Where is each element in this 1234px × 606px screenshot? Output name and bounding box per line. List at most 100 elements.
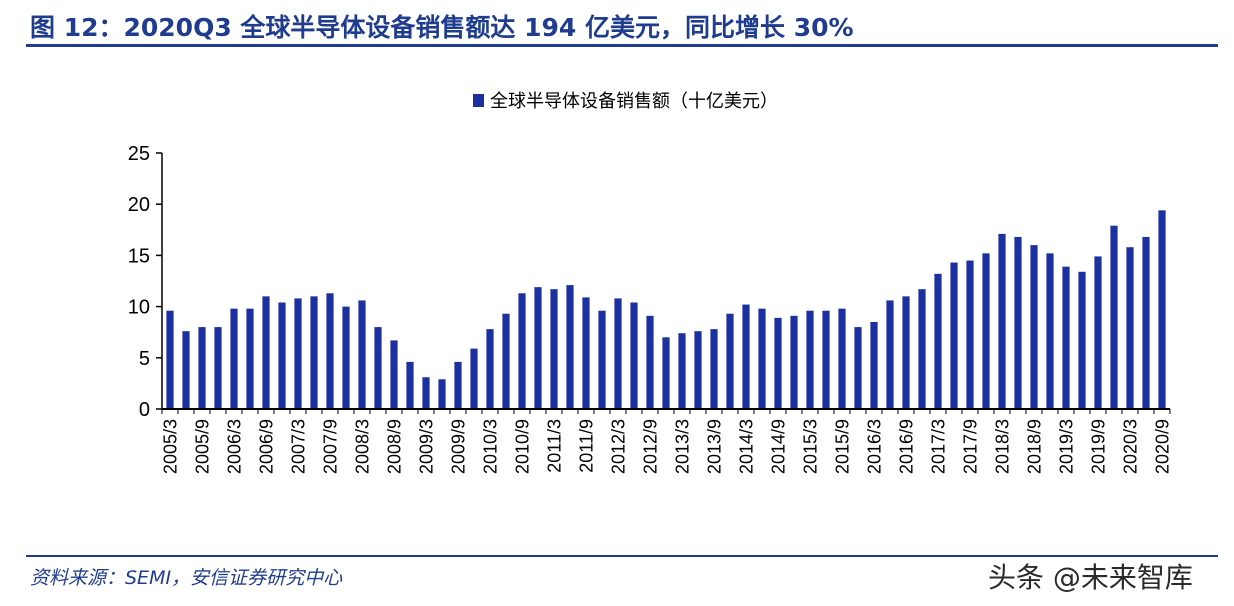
bar [870, 321, 878, 409]
x-tick-label: 2020/9 [1152, 419, 1172, 474]
x-tick-label: 2020/3 [1120, 419, 1140, 474]
y-tick-label: 25 [128, 143, 150, 165]
bar [950, 262, 958, 409]
chart-legend: 全球半导体设备销售额（十亿美元） [473, 91, 778, 111]
bar [374, 327, 382, 409]
x-tick-label: 2007/9 [320, 419, 340, 474]
bar [1094, 256, 1102, 409]
bar [742, 304, 750, 409]
bar [1142, 236, 1150, 409]
bar [774, 317, 782, 409]
bar [998, 233, 1006, 409]
x-tick-label: 2019/3 [1056, 419, 1076, 474]
bar [278, 302, 286, 409]
bar [758, 308, 766, 409]
bar [678, 333, 686, 409]
bar [902, 296, 910, 409]
bar [294, 298, 302, 409]
x-axis: 2005/3 2005/9 2006/3 2006/9 2007/3 2007/9 2008… [160, 408, 1172, 474]
bar [934, 273, 942, 409]
bar [1014, 236, 1022, 409]
bar [646, 315, 654, 409]
bar [342, 306, 350, 409]
bar [918, 289, 926, 409]
bar [422, 377, 430, 409]
x-tick-label: 2016/3 [864, 419, 884, 474]
bar [966, 260, 974, 409]
bar [1046, 253, 1054, 409]
bar [630, 302, 638, 409]
bar [358, 300, 366, 409]
bar [614, 298, 622, 409]
bar [854, 327, 862, 409]
bar [550, 289, 558, 409]
bar [166, 310, 174, 409]
bar [182, 331, 190, 409]
bar [438, 379, 446, 409]
bar [246, 308, 254, 409]
x-tick-label: 2009/3 [416, 419, 436, 474]
x-tick-label: 2010/3 [480, 419, 500, 474]
bar [1126, 247, 1134, 409]
source-note: 资料来源：SEMI，安信证券研究中心 [30, 567, 343, 589]
bar [486, 329, 494, 409]
bar [1078, 271, 1086, 409]
x-tick-label: 2014/9 [768, 419, 788, 474]
x-tick-label: 2016/9 [896, 419, 916, 474]
bar [1062, 266, 1070, 409]
legend-swatch [473, 94, 484, 107]
footer-rule [26, 555, 1218, 557]
bar [518, 293, 526, 409]
bar [1030, 245, 1038, 409]
x-tick-label: 2018/3 [992, 419, 1012, 474]
x-tick-label: 2007/3 [288, 419, 308, 474]
x-tick-label: 2008/9 [384, 419, 404, 474]
bar [502, 313, 510, 409]
x-tick-label: 2005/9 [192, 419, 212, 474]
bar [710, 329, 718, 409]
bar [230, 308, 238, 409]
x-tick-label: 2014/3 [736, 419, 756, 474]
bar [406, 361, 414, 409]
watermark: 头条 @未来智库 [988, 561, 1193, 594]
bar [582, 297, 590, 409]
y-tick-label: 5 [139, 348, 150, 370]
bar [1158, 210, 1166, 409]
figure-title: 图 12：2020Q3 全球半导体设备销售额达 194 亿美元，同比增长 30% [30, 13, 854, 42]
bar [822, 310, 830, 409]
bar [534, 287, 542, 409]
bar [726, 313, 734, 409]
x-tick-label: 2008/3 [352, 419, 372, 474]
bar [838, 308, 846, 409]
x-tick-label: 2019/9 [1088, 419, 1108, 474]
legend-label: 全球半导体设备销售额（十亿美元） [490, 91, 778, 111]
x-tick-label: 2010/9 [512, 419, 532, 474]
x-tick-label: 2012/3 [608, 419, 628, 474]
bar [262, 296, 270, 409]
x-tick-label: 2011/9 [576, 419, 596, 473]
y-tick-label: 10 [128, 297, 150, 319]
bar [790, 315, 798, 409]
y-tick-label: 20 [128, 194, 150, 216]
x-tick-label: 2006/9 [256, 419, 276, 474]
x-tick-label: 2015/3 [800, 419, 820, 474]
x-tick-label: 2018/9 [1024, 419, 1044, 474]
bar [198, 327, 206, 409]
bar [470, 348, 478, 409]
y-axis: 0 5 10 15 20 25 [128, 143, 163, 421]
bars [166, 210, 1166, 409]
bar [982, 253, 990, 409]
x-tick-label: 2006/3 [224, 419, 244, 474]
bar [454, 361, 462, 409]
x-tick-label: 2013/9 [704, 419, 724, 474]
x-tick-label: 2017/3 [928, 419, 948, 474]
x-tick-label: 2012/9 [640, 419, 660, 474]
bar [214, 327, 222, 409]
x-tick-label: 2015/9 [832, 419, 852, 474]
bar [806, 310, 814, 409]
bar [326, 293, 334, 409]
x-tick-label: 2011/3 [544, 419, 564, 473]
bar [310, 296, 318, 409]
x-tick-label: 2005/3 [160, 419, 180, 474]
